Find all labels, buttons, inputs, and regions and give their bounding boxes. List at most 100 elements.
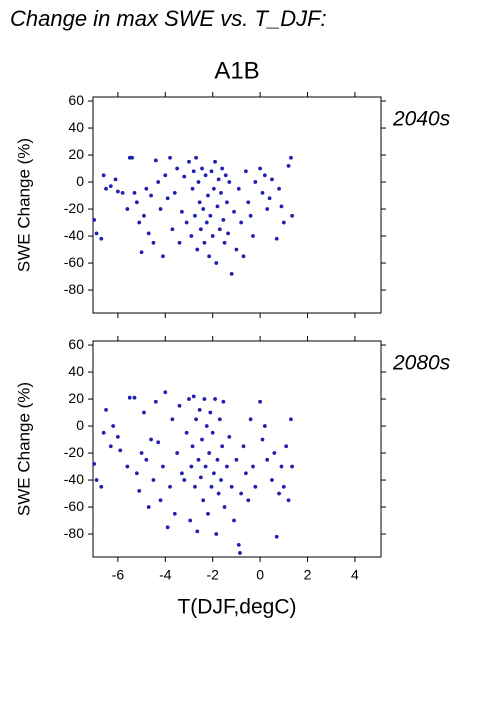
point [238,551,242,555]
y-tick-label: -20 [64,200,84,216]
point [194,155,199,160]
point [203,173,208,178]
y-tick-label: -60 [64,498,84,514]
plot-frame [92,340,382,558]
point [201,498,206,503]
x-axis-label: T(DJF,degC) [177,596,296,619]
y-tick-label: 60 [68,336,84,352]
point [196,180,201,184]
point [272,451,277,455]
point [139,250,144,255]
point [168,484,172,489]
point [134,200,139,205]
point [195,247,200,252]
point [172,511,177,516]
y-axis-label: SWE Change (%) [14,138,33,272]
point [202,240,207,245]
point [184,220,189,225]
point [146,505,151,509]
point [193,213,197,218]
point [198,227,203,232]
point [165,196,170,201]
point [262,173,267,178]
point [289,155,293,160]
point [207,254,212,259]
point [258,399,263,404]
point [241,254,246,259]
point [265,207,270,211]
point [229,484,234,489]
point [161,464,165,469]
point [267,196,272,201]
point [258,166,263,171]
point [134,471,139,476]
point [101,430,106,435]
y-tick-label: 60 [68,92,84,108]
y-tick-label: -40 [64,227,84,243]
y-axis-label: SWE Change (%) [14,382,33,516]
point [281,484,286,489]
y-tick-label: 40 [68,363,84,379]
point [104,407,108,412]
point [210,234,215,238]
point [279,204,284,209]
y-tick-label: 0 [76,173,84,189]
point [132,190,137,195]
point [208,213,213,218]
point [284,444,289,449]
point [209,484,214,489]
point [204,424,209,428]
point [130,155,135,160]
point [108,184,113,189]
point [194,417,199,422]
point [149,193,153,198]
point [290,213,295,218]
point [175,166,180,171]
point [279,464,284,469]
point [197,407,202,412]
point [163,173,168,178]
y-tick-label: -60 [64,254,84,270]
point [144,457,149,462]
point [270,478,274,482]
point [193,484,197,489]
point [200,166,204,171]
point [211,471,216,476]
point [248,213,253,218]
y-tick-label: -40 [64,471,84,487]
point [172,190,177,195]
point [222,240,227,245]
point [260,437,265,442]
x-tick-label: -4 [159,567,172,583]
point [108,444,113,449]
point [251,234,255,238]
point [156,180,161,184]
point [289,417,293,422]
point [274,236,279,241]
point [286,498,291,503]
point [281,220,286,225]
point [158,207,163,211]
point [207,451,212,455]
point [236,542,241,547]
point [118,448,123,453]
point [200,437,204,442]
point [227,180,232,184]
point [115,189,120,194]
point [206,511,210,516]
point [232,209,236,214]
point [220,444,225,449]
point [151,478,156,482]
point [163,390,168,395]
y-tick-label: 20 [68,390,84,406]
point [227,434,232,439]
point [156,440,161,445]
point [99,484,104,489]
point [203,464,208,469]
point [236,186,241,191]
point [198,475,203,480]
point [274,534,279,539]
point [182,174,187,179]
point [260,190,265,195]
point [115,434,120,439]
